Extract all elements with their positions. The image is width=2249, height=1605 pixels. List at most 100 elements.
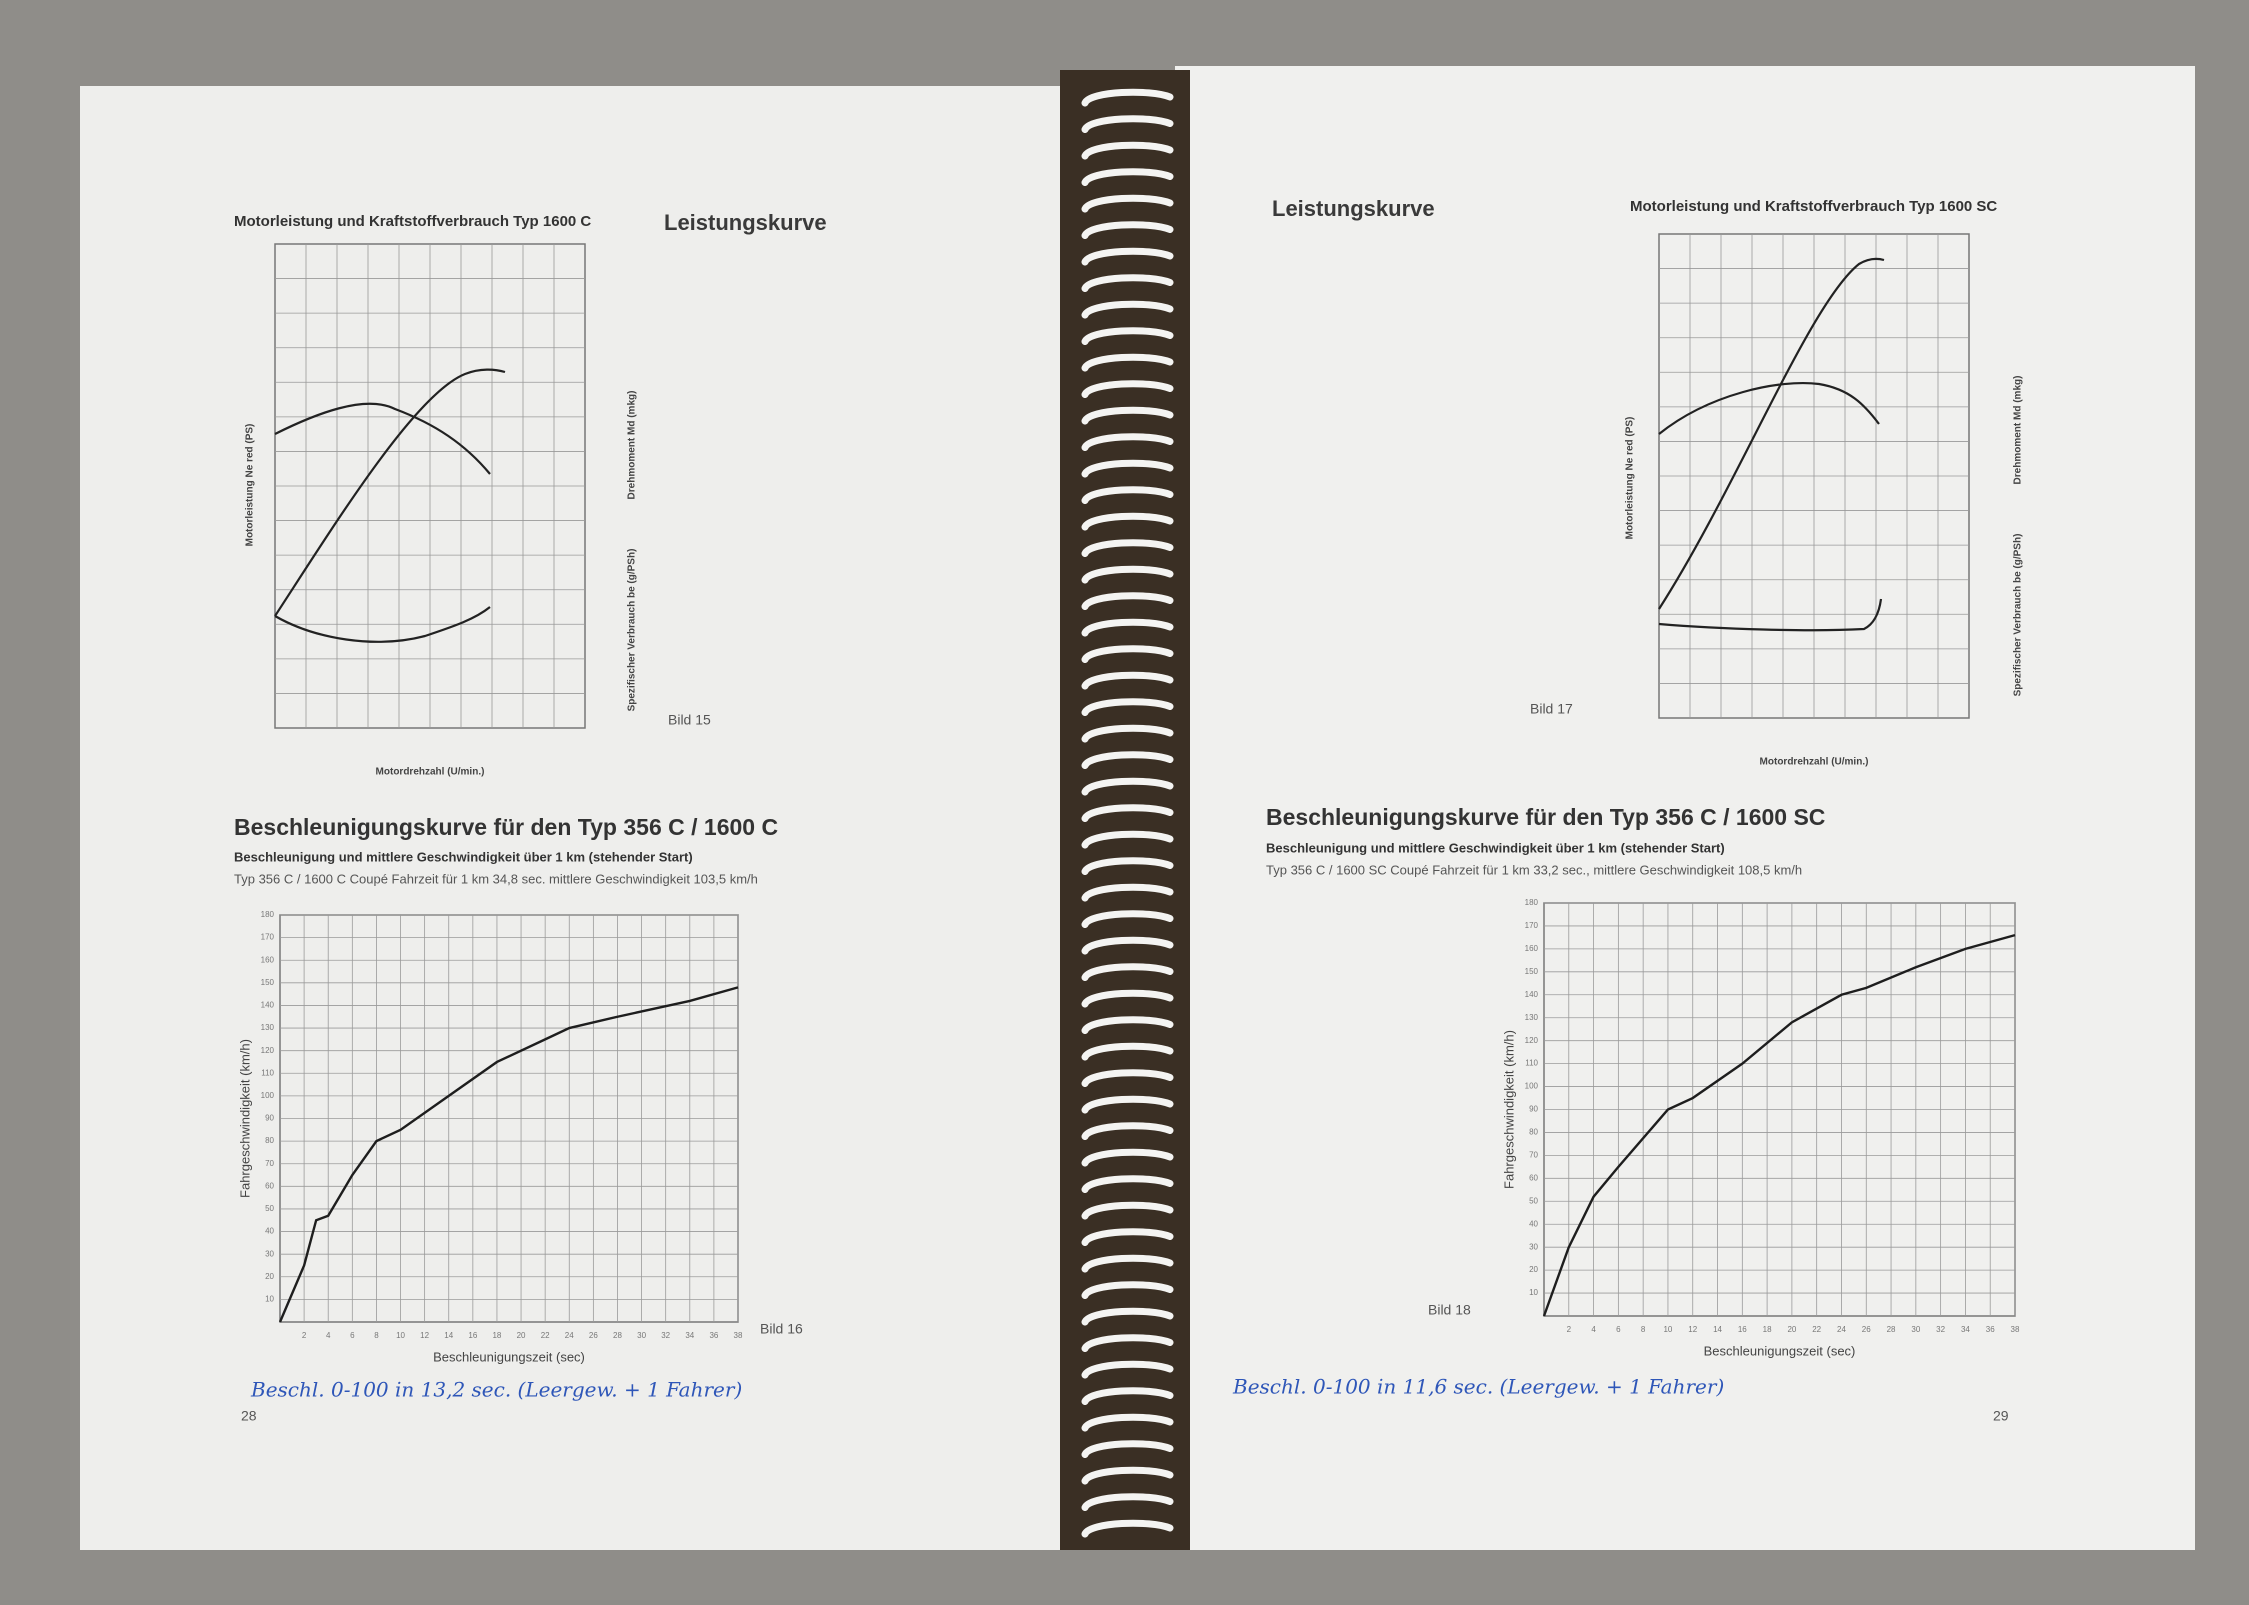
x-axis-label: Beschleunigungszeit (sec) — [433, 1349, 585, 1364]
y-tick-label: 90 — [265, 1114, 274, 1123]
y-tick-label: 50 — [1529, 1196, 1538, 1205]
y-tick-label: 160 — [261, 955, 275, 964]
accel-subtitle: Beschleunigung und mittlere Geschwindigk… — [1266, 840, 1725, 855]
x-tick-label: 26 — [1862, 1325, 1871, 1334]
x-tick-label: 2 — [302, 1331, 307, 1340]
spiral-ring — [1081, 645, 1174, 663]
power-heading: Leistungskurve — [1272, 196, 1435, 221]
x-axis-label: Beschleunigungszeit (sec) — [1704, 1343, 1856, 1358]
spiral-ring — [1081, 459, 1174, 478]
y-tick-label: 80 — [265, 1136, 274, 1145]
y-axis-label: Fahrgeschwindigkeit (km/h) — [237, 1039, 252, 1198]
spiral-ring — [1081, 1122, 1174, 1140]
y-tick-label: 40 — [265, 1227, 274, 1236]
spiral-ring — [1081, 857, 1174, 875]
y-tick-label: 180 — [1525, 898, 1539, 907]
x-tick-label: 14 — [444, 1331, 453, 1340]
handwritten-note: Beschl. 0-100 in 11,6 sec. (Leergew. + 1… — [1232, 1375, 1724, 1399]
power-heading: Leistungskurve — [664, 210, 827, 235]
y-tick-label: 40 — [1529, 1219, 1538, 1228]
x-tick-label: 10 — [1663, 1325, 1672, 1334]
x-tick-label: 32 — [1936, 1325, 1945, 1334]
x-tick-label: 6 — [1616, 1325, 1621, 1334]
curve — [1658, 381, 1880, 435]
x-tick-label: 32 — [661, 1331, 670, 1340]
page-number: 29 — [1993, 1408, 2009, 1424]
spiral-ring — [1081, 1148, 1174, 1167]
spiral-ring — [1081, 274, 1174, 292]
curve — [274, 606, 491, 643]
spiral-ring — [1081, 1254, 1174, 1273]
x-tick-label: 2 — [1567, 1325, 1572, 1334]
x-tick-label: 22 — [541, 1331, 550, 1340]
accel-title: Beschleunigungskurve für den Typ 356 C /… — [1266, 804, 1825, 830]
y-tick-label: 110 — [261, 1068, 274, 1077]
power-y2-label: Drehmoment Md (mkg) — [627, 391, 638, 500]
x-tick-label: 38 — [734, 1331, 743, 1340]
y-tick-label: 50 — [265, 1204, 274, 1213]
spiral-ring — [1081, 936, 1174, 955]
accel-chart: 2 4 6 8 10 12 14 16 18 20 22 24 26 28 30 32 34 36 38102030… — [237, 910, 743, 1364]
x-tick-label: 28 — [613, 1331, 622, 1340]
spiral-ring — [1081, 1016, 1174, 1034]
power-title: Motorleistung und Kraftstoffverbrauch Ty… — [1630, 198, 1997, 215]
spiral-ring — [1081, 1307, 1174, 1326]
y-tick-label: 130 — [1525, 1013, 1539, 1022]
x-tick-label: 20 — [1787, 1325, 1796, 1334]
y-tick-label: 150 — [261, 978, 275, 987]
power-title: Motorleistung und Kraftstoffverbrauch Ty… — [234, 213, 591, 230]
spiral-ring — [1081, 963, 1174, 981]
power-chart — [274, 243, 586, 729]
spiral-ring — [1081, 1281, 1174, 1299]
y-tick-label: 90 — [1529, 1105, 1538, 1114]
y-tick-label: 60 — [1529, 1173, 1538, 1182]
spiral-ring — [1081, 115, 1174, 133]
y-tick-label: 10 — [1529, 1288, 1538, 1297]
spiral-ring — [1081, 989, 1174, 1008]
accel-note: Typ 356 C / 1600 SC Coupé Fahrzeit für 1… — [1266, 862, 1802, 877]
y-tick-label: 70 — [1529, 1150, 1538, 1159]
y-tick-label: 140 — [261, 1001, 275, 1010]
spiral-ring — [1081, 618, 1174, 637]
accel-subtitle: Beschleunigung und mittlere Geschwindigk… — [234, 849, 693, 864]
spiral-ring — [1081, 1228, 1174, 1246]
page-number: 28 — [241, 1408, 257, 1424]
spiral-ring — [1081, 565, 1174, 584]
spiral-ring — [1081, 168, 1174, 186]
y-axis-label: Fahrgeschwindigkeit (km/h) — [1501, 1030, 1516, 1189]
x-tick-label: 12 — [420, 1331, 429, 1340]
spiral-ring — [1081, 1360, 1174, 1379]
x-tick-label: 6 — [350, 1331, 355, 1340]
spiral-ring — [1081, 512, 1174, 531]
y-tick-label: 30 — [265, 1249, 274, 1258]
spiral-ring — [1081, 539, 1174, 557]
y-tick-label: 180 — [261, 910, 275, 919]
accel-note: Typ 356 C / 1600 C Coupé Fahrzeit für 1 … — [234, 871, 758, 886]
spiral-ring — [1081, 380, 1174, 398]
y-tick-label: 10 — [265, 1294, 274, 1303]
power-y3-label: Spezifischer Verbrauch be (g/PSh) — [627, 549, 638, 712]
x-tick-label: 12 — [1688, 1325, 1697, 1334]
spiral-ring — [1081, 883, 1174, 902]
spiral-ring — [1081, 671, 1174, 690]
right-page — [1175, 66, 2195, 1550]
speed-curve — [278, 986, 739, 1323]
x-tick-label: 36 — [709, 1331, 718, 1340]
speed-curve — [1542, 933, 2016, 1317]
x-tick-label: 20 — [517, 1331, 526, 1340]
y-tick-label: 80 — [1529, 1128, 1538, 1137]
x-tick-label: 24 — [565, 1331, 574, 1340]
spiral-ring — [1081, 1387, 1174, 1405]
y-tick-label: 150 — [1525, 967, 1539, 976]
spiral-ring — [1081, 486, 1174, 504]
curve — [274, 368, 506, 617]
spiral-ring — [1081, 751, 1174, 769]
x-tick-label: 24 — [1837, 1325, 1846, 1334]
y-tick-label: 30 — [1529, 1242, 1538, 1251]
power-y-label: Motorleistung Ne red (PS) — [245, 424, 256, 547]
power-x-label: Motordrehzahl (U/min.) — [1760, 757, 1869, 768]
spiral-ring — [1081, 1493, 1174, 1511]
spiral-ring — [1081, 830, 1174, 849]
spiral-ring — [1081, 1334, 1174, 1352]
